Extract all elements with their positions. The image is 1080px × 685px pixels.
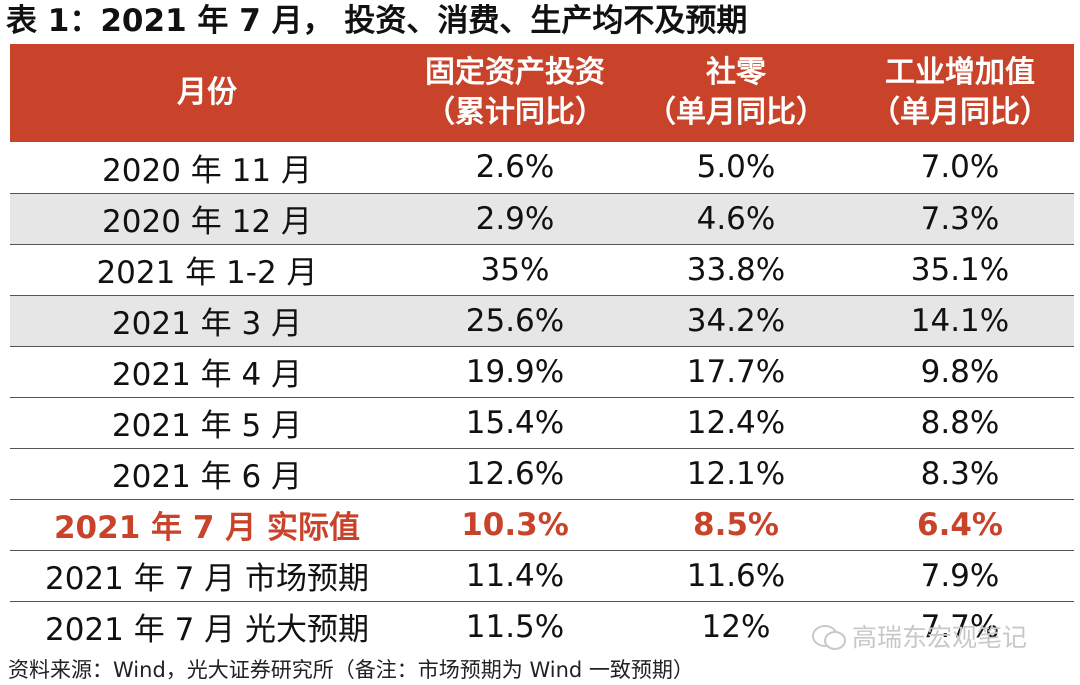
- cell-retail: 4.6%: [626, 193, 846, 245]
- cell-fai: 11.5%: [465, 608, 565, 645]
- cell-fai: 15.4%: [404, 397, 626, 449]
- table-row: 2020 年 11 月 2.6% 5.0% 7.0%: [10, 142, 1074, 194]
- header-row: 月份 固定资产投资 （累计同比） 社零 （单月同比） 工业增加值 （单月同比）: [10, 44, 1074, 142]
- cell-fai: 10.3%: [404, 499, 626, 551]
- cell-fai: 35%: [404, 244, 626, 296]
- table-row: 2020 年 12 月 2.9% 4.6% 7.3%: [10, 193, 1074, 245]
- cell-month: 2021 年 7 月 实际值: [10, 499, 404, 551]
- table-row: 2021 年 1-2 月 35% 33.8% 35.1%: [10, 244, 1074, 296]
- cell-industry: 7.3%: [846, 193, 1074, 245]
- header-industrial-value-added: 工业增加值 （单月同比）: [846, 44, 1074, 142]
- cell-industry: 7.9%: [846, 550, 1074, 602]
- header-retail-sales: 社零 （单月同比）: [626, 44, 846, 142]
- cell-fai: 2.9%: [404, 193, 626, 245]
- watermark: 高瑞东宏观笔记: [812, 618, 1027, 654]
- cell-fai: 2.6%: [404, 142, 626, 194]
- cell-retail: 12.1%: [626, 448, 846, 500]
- cell-retail: 12.4%: [626, 397, 846, 449]
- watermark-text: 高瑞东宏观笔记: [852, 623, 1028, 652]
- cell-fai: 11.4%: [404, 550, 626, 602]
- cell-month: 2021 年 7 月 市场预期: [10, 550, 404, 602]
- cell-month: 2021 年 1-2 月: [10, 244, 404, 296]
- cell-industry: 7.7%: [920, 608, 1000, 645]
- table-row: 2021 年 7 月 市场预期 11.4% 11.6% 7.9%: [10, 550, 1074, 602]
- cell-industry: 14.1%: [846, 295, 1074, 347]
- header-industry-sublabel: （单月同比）: [870, 95, 1050, 130]
- header-industry-label: 工业增加值: [885, 55, 1035, 90]
- cell-industry: 7.0%: [846, 142, 1074, 194]
- cell-fai: 19.9%: [404, 346, 626, 398]
- cell-month: 2021 年 3 月: [10, 295, 404, 347]
- cell-industry: 6.4%: [846, 499, 1074, 551]
- cell-fai: 25.6%: [404, 295, 626, 347]
- cell-retail: 12%: [701, 608, 771, 645]
- header-month: 月份: [10, 44, 404, 142]
- cell-retail: 34.2%: [626, 295, 846, 347]
- table-row-actual: 2021 年 7 月 实际值 10.3% 8.5% 6.4%: [10, 499, 1074, 551]
- cell-month: 2021 年 6 月: [10, 448, 404, 500]
- cell-retail: 5.0%: [626, 142, 846, 194]
- header-fai-sublabel: （累计同比）: [425, 95, 605, 130]
- table-row: 2021 年 4 月 19.9% 17.7% 9.8%: [10, 346, 1074, 398]
- cell-retail: 8.5%: [626, 499, 846, 551]
- table-row: 2021 年 6 月 12.6% 12.1% 8.3%: [10, 448, 1074, 500]
- source-note: 资料来源：Wind，光大证券研究所（备注：市场预期为 Wind 一致预期）: [8, 658, 694, 682]
- header-fai-label: 固定资产投资: [425, 55, 605, 90]
- cell-industry: 8.3%: [846, 448, 1074, 500]
- header-retail-label: 社零: [706, 55, 766, 90]
- wechat-icon: [812, 623, 846, 650]
- cell-month: 2021 年 5 月: [10, 397, 404, 449]
- cell-retail: 11.6%: [626, 550, 846, 602]
- cell-month: 2020 年 12 月: [10, 193, 404, 245]
- economic-data-table: 月份 固定资产投资 （累计同比） 社零 （单月同比） 工业增加值 （单月同比） …: [10, 44, 1074, 652]
- cell-fai: 12.6%: [404, 448, 626, 500]
- cell-industry: 9.8%: [846, 346, 1074, 398]
- table-row: 2021 年 3 月 25.6% 34.2% 14.1%: [10, 295, 1074, 347]
- table-title: 表 1：2021 年 7 月， 投资、消费、生产均不及预期: [6, 3, 748, 39]
- cell-industry: 35.1%: [846, 244, 1074, 296]
- header-month-label: 月份: [177, 75, 237, 110]
- cell-retail: 33.8%: [626, 244, 846, 296]
- cell-month: 2021 年 7 月 光大预期: [44, 612, 370, 649]
- table-row: 2021 年 5 月 15.4% 12.4% 8.8%: [10, 397, 1074, 449]
- table-row: 2021 年 7 月 光大预期 11.5% 12% 7.7%: [10, 601, 1074, 652]
- header-retail-sublabel: （单月同比）: [646, 95, 826, 130]
- cell-industry: 8.8%: [846, 397, 1074, 449]
- cell-retail: 17.7%: [626, 346, 846, 398]
- cell-month: 2020 年 11 月: [10, 142, 404, 194]
- cell-month: 2021 年 4 月: [10, 346, 404, 398]
- header-fixed-asset-investment: 固定资产投资 （累计同比）: [404, 44, 626, 142]
